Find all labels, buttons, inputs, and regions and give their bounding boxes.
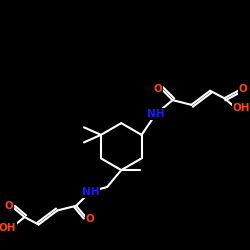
Text: NH: NH xyxy=(147,109,164,119)
Text: O: O xyxy=(4,201,13,211)
Text: O: O xyxy=(153,84,162,94)
Text: NH: NH xyxy=(82,187,99,197)
Text: O: O xyxy=(86,214,95,224)
Text: O: O xyxy=(239,84,248,94)
Text: OH: OH xyxy=(0,223,16,233)
Text: OH: OH xyxy=(232,103,250,113)
